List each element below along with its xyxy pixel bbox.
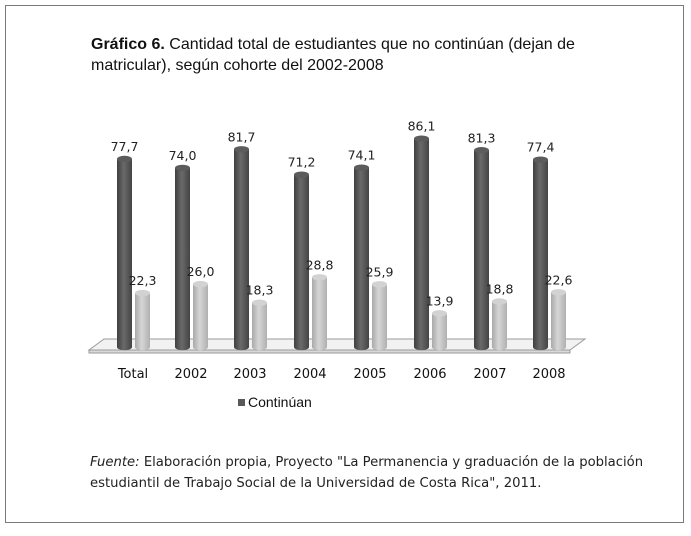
chart-title: Gráfico 6. Cantidad total de estudiantes… <box>91 34 651 76</box>
bar-series2-2007 <box>492 298 507 351</box>
figure-label: Gráfico 6. <box>91 36 165 53</box>
bar-cap <box>175 164 190 172</box>
data-label: 22,3 <box>129 273 157 288</box>
source-note: Fuente: Elaboración propia, Proyecto "La… <box>90 452 650 494</box>
bar-body <box>252 302 267 351</box>
data-label: 25,9 <box>366 264 394 279</box>
bar-continuan-2007 <box>474 147 489 351</box>
figure-frame <box>5 5 684 523</box>
bar-body <box>312 277 327 351</box>
bar-series2-2003 <box>252 299 267 351</box>
data-label: 71,2 <box>288 155 316 170</box>
bar-cap <box>252 299 267 306</box>
bar-cap <box>533 156 548 163</box>
legend: Continúan <box>238 394 312 410</box>
bar-body <box>354 167 369 351</box>
bar-body <box>234 149 249 351</box>
data-label: 74,0 <box>169 148 197 163</box>
source-label: Fuente: <box>90 455 140 470</box>
bar-body <box>175 167 190 351</box>
bar-continuan-2006 <box>414 135 429 351</box>
bar-body <box>414 138 429 351</box>
x-tick-label: Total <box>117 367 148 382</box>
bar-cap <box>414 135 429 142</box>
floor-edge <box>88 349 571 354</box>
bar-cap <box>372 281 387 288</box>
bar-continuan-2002 <box>175 164 190 351</box>
source-text: Elaboración propia, Proyecto "La Permane… <box>90 455 644 491</box>
bar-series2-2008 <box>551 289 566 351</box>
bar-cap <box>492 298 507 305</box>
bar-body <box>474 150 489 351</box>
bar-continuan-2005 <box>354 164 369 351</box>
bar-cap <box>294 171 309 178</box>
bar-body <box>432 313 447 351</box>
bar-cap <box>312 274 327 281</box>
bar-body <box>551 292 566 351</box>
data-label: 26,0 <box>187 264 215 279</box>
data-label: 18,8 <box>486 282 514 297</box>
data-label: 86,1 <box>408 119 436 134</box>
bar-body <box>294 174 309 351</box>
data-label: 81,7 <box>228 129 256 144</box>
floor-plane <box>87 338 587 351</box>
x-tick-label: 2007 <box>473 367 506 382</box>
data-label: 74,1 <box>348 148 376 163</box>
bar-series2-Total <box>135 289 150 351</box>
chart-data-labels: 77,7 74,0 81,7 71,2 74,1 86,1 81,3 77,4 22,3 26,0… <box>111 119 573 309</box>
x-tick-label: 2006 <box>413 367 446 382</box>
bar-body <box>135 293 150 351</box>
data-label: 81,3 <box>468 130 496 145</box>
bar-body <box>193 284 208 351</box>
bar-cap <box>193 280 208 288</box>
x-axis-tick-labels: Total 2002 2003 2004 2005 2006 2007 2008 <box>117 367 566 382</box>
bar-cap <box>117 155 132 163</box>
data-label: 77,4 <box>527 140 555 155</box>
chart-floor <box>87 338 587 354</box>
bar-continuan-2008 <box>533 156 549 351</box>
bar-cap <box>432 310 447 317</box>
chart-bars <box>117 135 566 351</box>
x-tick-label: 2002 <box>174 367 207 382</box>
bar-cap <box>135 289 150 297</box>
x-tick-label: 2008 <box>532 367 565 382</box>
bar-cap <box>551 289 566 296</box>
bar-body <box>492 301 507 351</box>
bar-series2-2002 <box>193 280 208 351</box>
bar-cap <box>474 147 489 154</box>
bar-series2-2006 <box>432 310 447 351</box>
bar-continuan-2004 <box>294 171 309 351</box>
data-label: 13,9 <box>426 293 454 308</box>
bar-body <box>117 158 132 351</box>
bar-continuan-Total <box>117 155 132 351</box>
bar-cap <box>354 164 369 171</box>
bar-series2-2004 <box>312 274 327 351</box>
data-label: 77,7 <box>111 139 139 154</box>
bar-series2-2005 <box>372 281 387 351</box>
legend-label: Continúan <box>248 394 312 410</box>
x-tick-label: 2003 <box>233 367 266 382</box>
figure-title: Cantidad total de estudiantes que no con… <box>91 36 575 74</box>
x-tick-label: 2005 <box>353 367 386 382</box>
bar-cap <box>234 146 249 153</box>
bar-body <box>372 284 387 351</box>
data-label: 18,3 <box>246 283 274 298</box>
bar-body <box>533 159 549 351</box>
x-tick-label: 2004 <box>293 367 326 382</box>
bar-continuan-2003 <box>234 146 249 351</box>
legend-swatch <box>238 399 245 406</box>
data-label: 28,8 <box>306 257 334 272</box>
data-label: 22,6 <box>545 272 573 287</box>
